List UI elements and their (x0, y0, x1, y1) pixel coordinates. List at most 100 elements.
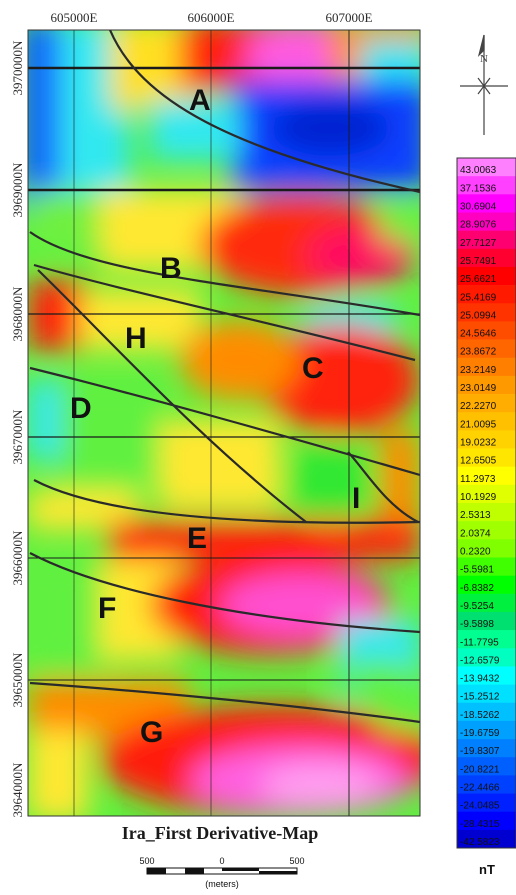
legend-swatch (457, 575, 516, 595)
easting-labels: 605000E 606000E 607000E (51, 10, 373, 25)
legend-swatch (457, 666, 516, 685)
legend-value-label: 25.6621 (460, 274, 497, 285)
legend-swatch (457, 757, 516, 776)
zone-label-g: G (140, 716, 163, 749)
easting-label: 605000E (51, 10, 98, 25)
legend-swatch (457, 248, 516, 268)
legend-value-label: 11.2973 (460, 474, 496, 485)
map-title: Ira_First Derivative-Map (121, 823, 319, 843)
legend-value-label: 19.0232 (460, 438, 497, 449)
zone-label-e: E (187, 522, 207, 555)
legend-value-label: 25.4169 (460, 292, 497, 303)
northing-label: 3967000N (10, 409, 25, 465)
legend-swatch (457, 230, 516, 250)
north-arrow-icon: N (460, 34, 508, 135)
legend-value-label: -19.6759 (460, 728, 500, 739)
legend-value-label: 37.1536 (460, 183, 497, 194)
easting-label: 607000E (326, 10, 373, 25)
legend-swatch (457, 739, 516, 758)
legend-value-label: 43.0063 (460, 165, 497, 176)
legend-swatch (457, 375, 516, 395)
zone-label-i: I (352, 482, 360, 515)
northing-labels: 3970000N 3969000N 3968000N 3967000N 3966… (10, 40, 25, 818)
legend-value-label: -6.8382 (460, 583, 494, 594)
legend-swatch (457, 285, 516, 304)
legend-value-label: 0.2320 (460, 546, 491, 557)
legend-swatch (457, 775, 516, 794)
legend-swatch (457, 266, 516, 286)
legend-value-label: -22.4466 (460, 783, 500, 794)
legend-swatch (457, 648, 516, 667)
legend-value-label: -20.8221 (460, 764, 500, 775)
legend-swatch (457, 793, 516, 812)
legend-swatch (457, 394, 516, 413)
legend-frame (456, 157, 516, 849)
scale-bar: 500 0 500 (meters) (139, 856, 304, 889)
map-frame (27, 29, 421, 817)
legend-value-label: 25.7491 (460, 256, 497, 267)
zone-label-b: B (160, 252, 182, 285)
zone-labels: A B H C D I E F G (70, 84, 360, 749)
legend-swatch (457, 357, 516, 377)
lineaments (29, 30, 420, 724)
legend-swatch (457, 212, 516, 231)
northing-label: 3968000N (10, 286, 25, 342)
legend-value-label: 21.0095 (460, 419, 497, 430)
legend-value-label: 2.5313 (460, 510, 491, 521)
anomaly-raster (28, 30, 420, 816)
legend-value-label: 24.5646 (460, 329, 497, 340)
legend-swatch (457, 702, 516, 722)
legend-value-label: 23.0149 (460, 383, 497, 394)
scale-tick-label: 500 (139, 856, 154, 866)
scale-tick-label: 0 (219, 856, 224, 866)
legend-value-label: -24.0485 (460, 801, 500, 812)
zone-label-c: C (302, 352, 324, 385)
legend-swatch (457, 194, 516, 213)
scale-tick-label: 500 (289, 856, 304, 866)
legend-swatch (457, 158, 516, 177)
northing-label: 3965000N (10, 652, 25, 708)
legend-value-label: 12.6505 (460, 456, 497, 467)
legend-swatch (457, 412, 516, 431)
northing-label: 3969000N (10, 162, 25, 218)
legend-value-label: -18.5262 (460, 710, 500, 721)
legend-swatch (457, 521, 516, 540)
legend-value-label: -12.6579 (460, 655, 500, 666)
legend-value-label: 30.6904 (460, 201, 497, 212)
legend-swatch (457, 720, 516, 740)
legend-swatch (457, 829, 516, 849)
legend-swatch (457, 630, 516, 649)
legend-value-label: 27.7127 (460, 238, 497, 249)
legend-swatch (457, 557, 516, 576)
legend-value-label: 2.0374 (460, 528, 491, 539)
legend-value-label: 10.1929 (460, 492, 497, 503)
legend-swatch (457, 593, 516, 613)
easting-label: 606000E (188, 10, 235, 25)
legend-value-label: 28.9076 (460, 220, 497, 231)
legend-value-label: 23.2149 (460, 365, 497, 376)
legend-value-label: -11.7795 (460, 637, 499, 648)
legend-value-label: -9.5254 (460, 601, 494, 612)
legend-value-label: 22.2270 (460, 401, 497, 412)
zone-label-d: D (70, 392, 92, 425)
zone-label-h: H (125, 322, 147, 355)
legend-swatch (457, 611, 516, 631)
legend-swatch (457, 539, 516, 558)
legend-swatch (457, 503, 516, 522)
legend-swatch (457, 684, 516, 704)
legend-swatch (457, 448, 516, 467)
legend-swatch (457, 466, 516, 486)
legend-value-label: -13.9432 (460, 674, 500, 685)
legend-value-label: -19.8307 (460, 746, 500, 757)
legend-swatch (457, 430, 516, 449)
legend-value-label: -5.5981 (460, 565, 494, 576)
legend-value-label: -9.5898 (460, 619, 494, 630)
legend-swatch (457, 339, 516, 359)
north-arrow-label: N (480, 53, 488, 65)
scale-unit-label: (meters) (205, 879, 239, 889)
legend-value-label: -28.4315 (460, 819, 500, 830)
legend-swatch (457, 811, 516, 831)
legend-swatch (457, 484, 516, 504)
legend-swatch (457, 303, 516, 322)
